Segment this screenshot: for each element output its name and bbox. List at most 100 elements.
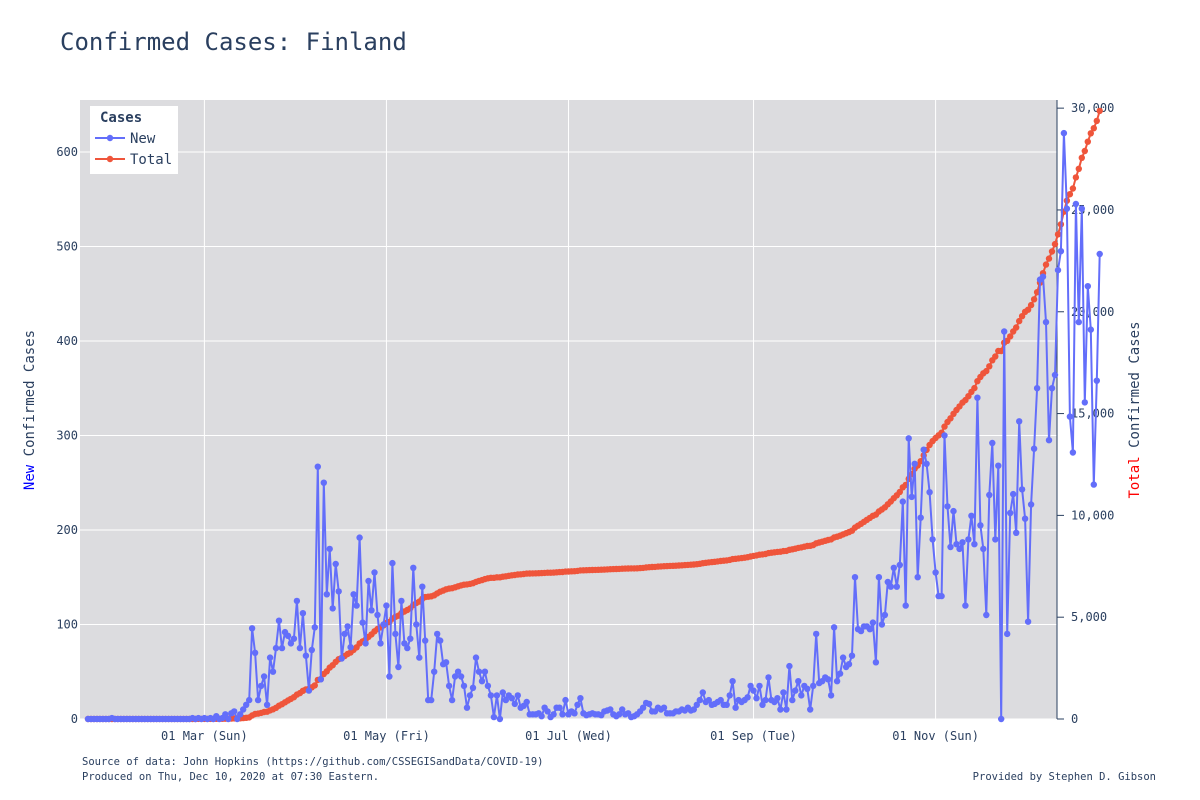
series-new-point[interactable] <box>899 498 906 505</box>
series-new-point[interactable] <box>1096 250 1103 258</box>
series-new-point[interactable] <box>1078 205 1086 212</box>
series-new-point[interactable] <box>827 692 835 699</box>
series-new-point[interactable] <box>392 630 399 638</box>
series-new-point[interactable] <box>660 704 668 711</box>
series-new-point[interactable] <box>944 503 951 510</box>
series-new-point[interactable] <box>1018 486 1026 493</box>
series-new-point[interactable] <box>830 624 838 631</box>
series-new-point[interactable] <box>550 711 557 718</box>
series-new-point[interactable] <box>231 708 238 715</box>
series-new-point[interactable] <box>717 696 724 704</box>
series-new-point[interactable] <box>559 711 566 718</box>
series-new-point[interactable] <box>448 696 456 704</box>
series-new-point[interactable] <box>314 463 321 470</box>
series-new-point[interactable] <box>929 536 936 543</box>
series-new-point[interactable] <box>989 439 996 447</box>
series-new-point[interactable] <box>475 668 483 675</box>
series-total-point[interactable] <box>1007 333 1014 340</box>
series-total-point[interactable] <box>1084 138 1092 145</box>
series-new-point[interactable] <box>753 695 760 702</box>
series-new-point[interactable] <box>251 649 259 656</box>
series-new-point[interactable] <box>1004 630 1011 638</box>
series-total-point[interactable] <box>1016 317 1023 325</box>
series-new-point[interactable] <box>398 597 405 605</box>
series-new-point[interactable] <box>368 607 375 614</box>
series-new-point[interactable] <box>305 687 313 694</box>
series-new-point[interactable] <box>732 704 739 711</box>
series-new-point[interactable] <box>222 711 229 718</box>
series-new-point[interactable] <box>938 592 945 600</box>
series-new-point[interactable] <box>750 687 757 694</box>
series-new-point[interactable] <box>260 673 268 680</box>
series-new-point[interactable] <box>544 708 551 715</box>
series-new-point[interactable] <box>908 493 915 501</box>
series-new-point[interactable] <box>511 700 518 708</box>
series-new-point[interactable] <box>478 678 486 685</box>
series-new-point[interactable] <box>338 655 345 662</box>
series-new-point[interactable] <box>320 479 327 486</box>
series-new-point[interactable] <box>911 460 918 467</box>
series-new-point[interactable] <box>1024 618 1032 625</box>
series-total-point[interactable] <box>1013 324 1020 331</box>
series-new-point[interactable] <box>493 692 501 699</box>
series-new-point[interactable] <box>422 637 429 644</box>
series-new-point[interactable] <box>699 689 706 696</box>
series-new-point[interactable] <box>971 541 978 548</box>
series-new-point[interactable] <box>789 696 796 704</box>
series-new-point[interactable] <box>377 640 384 647</box>
series-new-point[interactable] <box>469 684 477 691</box>
series-new-point[interactable] <box>759 701 766 708</box>
series-new-point[interactable] <box>502 696 509 704</box>
series-new-point[interactable] <box>287 640 295 647</box>
series-new-point[interactable] <box>344 623 351 630</box>
series-new-point[interactable] <box>1007 509 1014 517</box>
series-new-point[interactable] <box>696 696 703 704</box>
legend-item-total[interactable]: Total <box>95 152 172 168</box>
series-new-point[interactable] <box>953 541 960 548</box>
series-new-point[interactable] <box>332 560 339 568</box>
series-new-point[interactable] <box>1081 399 1089 406</box>
series-total-point[interactable] <box>941 423 948 430</box>
series-new-point[interactable] <box>416 654 423 661</box>
series-total-point[interactable] <box>998 347 1005 355</box>
series-new-point[interactable] <box>998 715 1005 723</box>
series-new-point[interactable] <box>1010 490 1017 498</box>
series-new-point[interactable] <box>437 637 444 644</box>
series-new-point[interactable] <box>881 611 889 619</box>
series-new-point[interactable] <box>977 522 984 529</box>
series-new-point[interactable] <box>386 673 393 680</box>
series-total-point[interactable] <box>1072 174 1080 181</box>
series-new-point[interactable] <box>404 644 411 652</box>
series-new-point[interactable] <box>237 711 244 718</box>
series-new-point[interactable] <box>959 539 966 546</box>
series-total-point[interactable] <box>1066 191 1074 198</box>
series-new-point[interactable] <box>726 692 733 699</box>
series-new-point[interactable] <box>431 668 438 675</box>
series-new-point[interactable] <box>795 678 802 685</box>
series-new-point[interactable] <box>293 597 301 605</box>
series-new-point[interactable] <box>875 574 883 581</box>
series-total-point[interactable] <box>986 363 993 370</box>
series-new-point[interactable] <box>257 682 265 690</box>
series-new-point[interactable] <box>980 545 987 553</box>
series-new-point[interactable] <box>616 711 623 718</box>
series-new-point[interactable] <box>362 640 369 647</box>
series-new-point[interactable] <box>317 676 324 683</box>
series-new-point[interactable] <box>1001 328 1008 335</box>
series-new-point[interactable] <box>902 602 909 609</box>
series-new-point[interactable] <box>890 564 897 571</box>
series-new-point[interactable] <box>380 621 387 628</box>
series-new-point[interactable] <box>810 682 817 690</box>
series-new-point[interactable] <box>350 591 357 598</box>
series-total-point[interactable] <box>1048 248 1056 255</box>
series-new-point[interactable] <box>487 692 495 699</box>
series-new-point[interactable] <box>798 692 805 699</box>
series-total-point[interactable] <box>1081 147 1089 155</box>
series-new-point[interactable] <box>1093 377 1101 384</box>
legend-item-new[interactable]: New <box>95 131 156 147</box>
series-new-point[interactable] <box>323 591 330 598</box>
series-new-point[interactable] <box>556 704 563 711</box>
series-new-point[interactable] <box>956 545 963 553</box>
series-new-point[interactable] <box>777 706 784 713</box>
series-new-point[interactable] <box>308 646 315 654</box>
